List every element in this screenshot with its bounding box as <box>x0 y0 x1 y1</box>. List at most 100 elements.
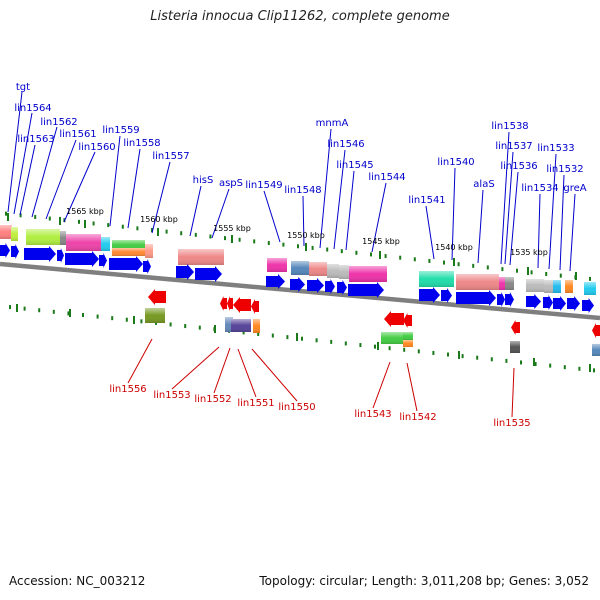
gene-label-forward: lin1546 <box>327 139 364 150</box>
kbp-tick-label: 1545 kbp <box>362 237 400 246</box>
tick-mark-major <box>533 358 535 366</box>
gene-label-reverse: lin1542 <box>399 412 436 423</box>
tick-mark-outer <box>180 231 183 236</box>
tick-mark-inner <box>38 308 41 313</box>
feature-bar-shade <box>101 237 110 251</box>
gene-label-forward: lin1532 <box>546 164 583 175</box>
tick-mark-inner <box>388 346 391 351</box>
gene-label-forward: lin1541 <box>408 195 445 206</box>
label-leader-forward <box>537 193 541 269</box>
tick-mark-major <box>305 243 307 251</box>
tick-mark-outer <box>282 242 285 247</box>
tick-mark-outer <box>384 254 387 259</box>
cds-arrow-reverse <box>233 297 251 313</box>
feature-bar-shade <box>112 240 145 250</box>
tick-mark-inner <box>505 358 508 363</box>
cds-arrow-forward <box>57 248 64 263</box>
label-leader-reverse <box>511 367 515 418</box>
gene-label-forward: mnmA <box>316 118 349 129</box>
tick-mark-inner <box>82 312 84 317</box>
cds-arrow-forward <box>582 298 594 313</box>
tick-mark-inner <box>286 335 289 340</box>
feature-bar-shade <box>291 261 309 275</box>
gene-label-forward: lin1549 <box>245 180 282 191</box>
label-leader-forward <box>569 193 576 272</box>
label-leader-forward <box>509 171 519 266</box>
cds-arrow-forward <box>11 244 19 259</box>
label-leader-forward <box>345 170 355 251</box>
gene-label-forward: lin1540 <box>437 157 474 168</box>
tick-mark-outer <box>19 213 22 218</box>
label-leader-forward <box>451 167 456 261</box>
tick-mark-major <box>296 333 298 341</box>
cds-arrow-forward <box>266 274 285 289</box>
gene-label-forward: lin1548 <box>284 185 321 196</box>
kbp-tick-label: 1540 kbp <box>435 243 473 252</box>
feature-bar-shade <box>505 277 514 290</box>
kbp-tick-labels: 1565 kbp 1560 kbp 1555 kbp 1550 kbp 1545… <box>66 207 548 257</box>
feature-bar-shade <box>584 282 596 295</box>
tick-mark-outer <box>516 268 518 273</box>
gene-label-forward: tgt <box>16 82 30 93</box>
cds-arrow-reverse <box>511 320 520 335</box>
tick-mark-inner <box>315 338 318 343</box>
feature-bar-shade <box>11 227 18 241</box>
tick-mark-inner <box>490 357 493 362</box>
gene-label-forward: lin1560 <box>78 142 115 153</box>
tick-mark-inner <box>461 354 464 359</box>
label-leader-forward <box>7 91 23 213</box>
feature-bar-shade <box>66 234 101 251</box>
tick-mark-inner <box>344 341 347 346</box>
label-leader-forward <box>302 195 305 247</box>
forward-gene-labels: tgt lin1564 lin1563 lin1562 lin1561 lin1… <box>14 82 586 206</box>
tick-mark-outer <box>194 232 197 237</box>
label-leader-forward <box>19 144 36 216</box>
tick-mark-outer <box>267 241 270 246</box>
feature-bar-shade <box>544 280 553 293</box>
label-leader-reverse <box>237 348 257 398</box>
feature-bar-shade <box>60 231 66 245</box>
cds-arrow-reverse <box>592 323 600 338</box>
gene-label-forward: greA <box>563 183 586 194</box>
label-leader-forward <box>211 188 230 239</box>
gene-label-reverse: lin1543 <box>354 409 391 420</box>
cds-arrow-forward <box>337 280 347 295</box>
label-leader-forward <box>319 128 332 249</box>
cds-arrow-forward <box>65 251 99 267</box>
tick-mark-outer <box>370 252 372 257</box>
tick-mark-inner <box>169 322 172 327</box>
feature-bar-shade <box>403 340 413 347</box>
label-leader-forward <box>109 135 121 227</box>
gene-label-forward: lin1558 <box>123 138 160 149</box>
tick-mark-outer <box>311 245 314 250</box>
feature-bar-shade <box>403 332 413 340</box>
tick-mark-outer <box>399 255 402 260</box>
feature-bar-shade <box>339 265 349 279</box>
tick-mark-inner <box>359 343 362 348</box>
tick-mark-outer <box>209 234 212 239</box>
gene-label-forward: lin1536 <box>500 161 537 172</box>
tick-mark-major <box>527 267 529 275</box>
cds-arrow-forward <box>176 264 194 280</box>
label-leader-reverse <box>372 361 391 409</box>
tick-mark-inner <box>403 347 406 352</box>
feature-bar-shade <box>145 244 153 258</box>
feature-bar-shade <box>253 319 260 333</box>
tick-mark-inner <box>52 309 55 314</box>
tick-mark-inner <box>374 344 376 349</box>
tick-mark-major <box>59 217 61 225</box>
label-leader-forward <box>371 182 387 253</box>
tick-mark-major <box>84 220 86 228</box>
tick-mark-major <box>157 228 159 236</box>
tick-mark-outer <box>589 276 591 281</box>
feature-bar-shade <box>565 280 573 293</box>
tick-mark-outer <box>443 260 445 265</box>
gene-label-forward: lin1544 <box>368 172 405 183</box>
gene-label-reverse: lin1552 <box>194 394 231 405</box>
kbp-tick-label: 1535 kbp <box>510 248 548 257</box>
gene-label-reverse: lin1553 <box>153 390 190 401</box>
gene-label-forward: lin1534 <box>521 183 558 194</box>
tick-mark-inner <box>549 363 552 368</box>
tick-mark-outer <box>165 229 168 234</box>
gene-label-forward: lin1559 <box>102 125 139 136</box>
